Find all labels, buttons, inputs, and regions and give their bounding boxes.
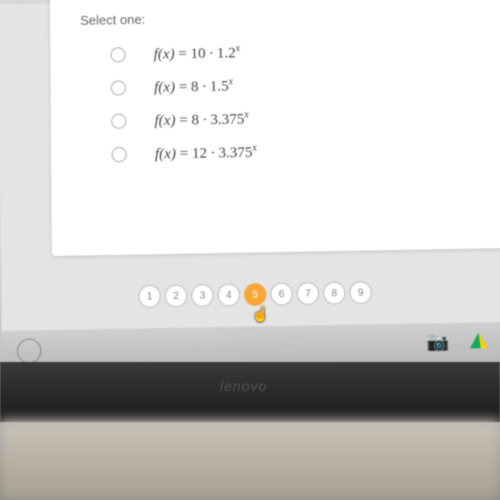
page-number[interactable]: 1 <box>138 285 161 308</box>
formula-text: f(x) = 8 · 1.5x <box>154 76 233 96</box>
formula-text: f(x) = 10 · 1.2x <box>154 43 241 64</box>
answer-option[interactable]: f(x) = 8 · 1.5x <box>111 71 500 97</box>
answer-option[interactable]: f(x) = 8 · 3.375x <box>111 105 500 131</box>
page-number[interactable]: 5 <box>244 283 267 306</box>
desk-surface <box>0 420 500 500</box>
page-number[interactable]: 9 <box>349 281 372 304</box>
page-number[interactable]: 2 <box>165 284 188 307</box>
page-number[interactable]: 4 <box>217 283 240 306</box>
google-drive-icon[interactable] <box>469 333 488 349</box>
radio-icon[interactable] <box>110 47 125 62</box>
radio-icon[interactable] <box>111 114 126 129</box>
page-number[interactable]: 8 <box>323 282 346 305</box>
page-number[interactable]: 6 <box>270 283 293 306</box>
laptop-brand: lenovo <box>220 378 267 394</box>
select-one-label: Select one: <box>80 5 500 28</box>
cursor-pointer-icon: ☝ <box>251 306 269 324</box>
formula-text: f(x) = 12 · 3.375x <box>155 143 257 164</box>
camera-icon[interactable]: 📷 <box>426 331 449 353</box>
formula-text: f(x) = 8 · 3.375x <box>154 109 249 130</box>
radio-icon[interactable] <box>111 80 126 95</box>
page-number[interactable]: 7 <box>297 282 320 305</box>
radio-icon[interactable] <box>112 147 127 162</box>
answer-options: f(x) = 10 · 1.2x f(x) = 8 · 1.5x f(x) = 8 … <box>110 38 500 164</box>
question-card: …ction that contains these Select one: f… <box>50 0 500 256</box>
answer-option[interactable]: f(x) = 10 · 1.2x <box>110 38 500 64</box>
page-number[interactable]: 3 <box>191 284 214 307</box>
answer-option[interactable]: f(x) = 12 · 3.375x <box>112 138 500 164</box>
